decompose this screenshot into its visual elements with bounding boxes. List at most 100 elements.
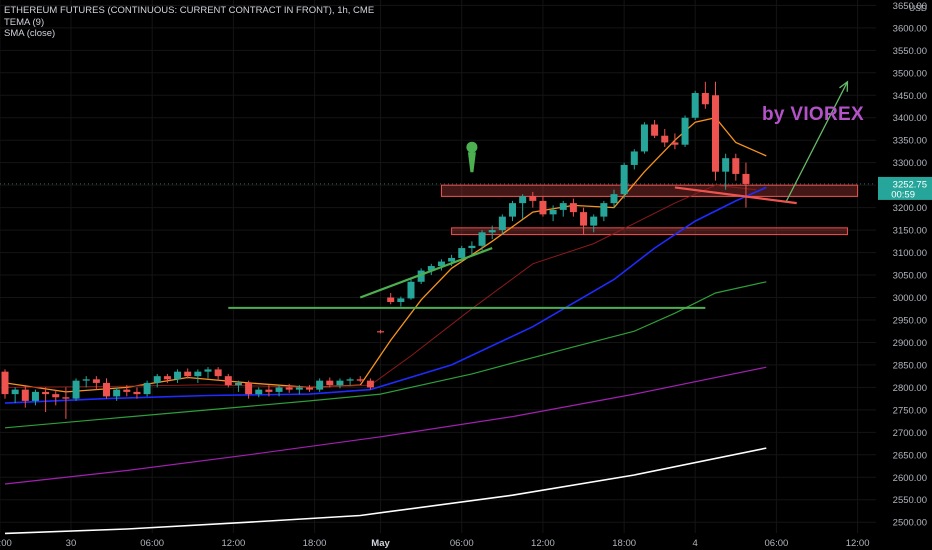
candle-body <box>326 380 334 386</box>
candle-body <box>42 391 50 395</box>
symbol-title[interactable]: ETHEREUM FUTURES (CONTINUOUS: CURRENT CO… <box>4 5 375 16</box>
candle-body <box>732 158 740 174</box>
candle-body <box>651 124 659 136</box>
candle-body <box>143 382 151 395</box>
candle-body <box>600 203 608 217</box>
last-price-box <box>878 176 932 200</box>
time-tick-label: 06:00 <box>140 538 164 549</box>
candle-body <box>306 387 313 390</box>
candle-body <box>174 371 182 380</box>
time-tick-label: May <box>371 538 390 549</box>
candle-body <box>448 257 456 262</box>
price-tick-label: 2600.00 <box>893 473 927 484</box>
candle-body <box>103 382 110 397</box>
projection-arrow-head <box>839 80 849 92</box>
candle-body <box>72 380 80 399</box>
price-tick-label: 3450.00 <box>893 91 927 102</box>
trendline <box>674 186 797 205</box>
candle-body <box>407 281 415 299</box>
candle-body <box>498 216 506 231</box>
price-tick-label: 2900.00 <box>893 338 927 349</box>
candle-body <box>722 158 730 172</box>
series-line-3 <box>4 281 767 429</box>
candle-body <box>458 248 466 258</box>
candle-body <box>661 135 669 143</box>
price-tick-label: 3200.00 <box>893 203 927 214</box>
candle-body <box>356 379 364 381</box>
legend-sma[interactable]: SMA (close) <box>4 28 56 39</box>
candle-body <box>742 173 750 184</box>
countdown-value: 00:59 <box>891 189 915 200</box>
candle-body <box>712 95 719 172</box>
candle-body <box>580 212 588 226</box>
last-price-value: 3252.75 <box>893 179 927 190</box>
price-tick-label: 3550.00 <box>893 46 927 57</box>
candle-body <box>529 196 537 201</box>
price-tick-label: 2650.00 <box>893 450 927 461</box>
candle-body <box>437 261 445 267</box>
price-tick-label: 2800.00 <box>893 383 927 394</box>
price-tick-label: 3500.00 <box>893 68 927 79</box>
candle-body <box>163 376 171 380</box>
candle-body <box>62 397 70 399</box>
price-tick-label: 3000.00 <box>893 293 927 304</box>
candle-body <box>184 371 192 377</box>
price-tick-label: 2500.00 <box>893 518 927 529</box>
candle-body <box>509 203 516 217</box>
candle-body <box>275 387 283 392</box>
candle-body <box>549 209 557 215</box>
candle-body <box>123 389 131 392</box>
candle-body <box>478 232 486 246</box>
candle-body <box>204 369 212 372</box>
candle-body <box>519 196 527 204</box>
price-tick-label: 2550.00 <box>893 495 927 506</box>
candle-body <box>11 389 19 395</box>
grid <box>0 0 876 533</box>
legend-tema[interactable]: TEMA (9) <box>4 16 45 28</box>
candle-body <box>265 389 273 392</box>
indicator-lines <box>4 116 767 535</box>
price-tick-label: 3400.00 <box>893 113 927 124</box>
price-tick-label: 2850.00 <box>893 360 927 371</box>
candle-body <box>417 270 425 282</box>
candles <box>1 81 750 419</box>
candle-body <box>31 391 39 401</box>
candle-body <box>488 230 496 233</box>
candle-body <box>234 382 242 386</box>
time-tick-label: 06:00 <box>450 538 474 549</box>
candle-body <box>52 394 60 398</box>
time-tick-label: 12:00 <box>531 538 555 549</box>
author-credit: by VIOREX <box>762 104 864 125</box>
candle-body <box>82 379 90 381</box>
support-zone <box>440 184 859 197</box>
candle-body <box>630 151 638 165</box>
candle-body <box>1 371 9 395</box>
candle-body <box>224 376 232 386</box>
price-tick-label: 3300.00 <box>893 158 927 169</box>
candle-body <box>569 203 577 213</box>
time-tick-label: 12:00 <box>846 538 870 549</box>
candle-body <box>113 389 121 397</box>
price-tick-label: 2750.00 <box>893 405 927 416</box>
series-line-2 <box>4 186 767 404</box>
projection-arrow <box>785 81 849 202</box>
price-tick-label: 2950.00 <box>893 315 927 326</box>
candle-body <box>346 379 354 381</box>
time-tick-label: 30 <box>66 538 77 549</box>
candle-body <box>539 200 547 215</box>
time-axis[interactable]: 18:00 30 06:00 12:00 18:00 May 06:00 12:00 18:00… <box>0 538 869 549</box>
time-tick-label: 4 <box>693 538 698 549</box>
candle-body <box>427 266 435 271</box>
price-tick-label: 3350.00 <box>893 136 927 147</box>
candle-body <box>620 164 628 195</box>
candle-body <box>316 380 324 390</box>
candle-body <box>153 376 161 383</box>
candle-body <box>397 298 405 303</box>
candle-body <box>133 391 141 395</box>
drawings-front <box>228 80 849 309</box>
support-zone <box>451 227 848 236</box>
price-axis[interactable]: 2500.00 2550.00 2600.00 2650.00 2700.00 2750.… <box>893 1 927 529</box>
series-line-5 <box>4 447 767 535</box>
